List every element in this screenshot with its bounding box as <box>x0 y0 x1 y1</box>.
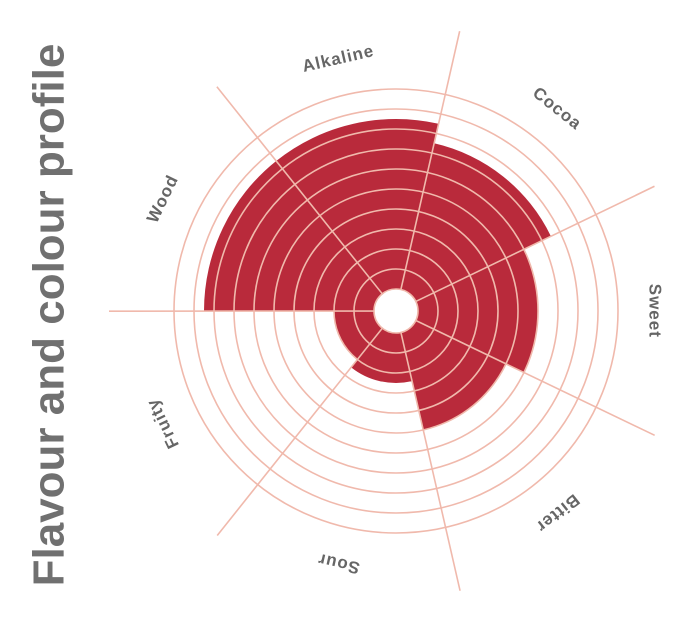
wedge <box>415 249 539 373</box>
wedge <box>351 328 413 383</box>
category-label: Fruity <box>143 395 183 451</box>
spoke <box>415 185 655 303</box>
wedge <box>400 143 551 302</box>
category-label: Sour <box>316 550 362 578</box>
wedge <box>276 118 439 294</box>
grid-ring <box>373 288 419 334</box>
chart-title: Flavour and colour profile <box>25 44 74 587</box>
wedge <box>204 160 383 312</box>
spoke <box>216 86 383 295</box>
spoke <box>400 332 461 591</box>
spoke <box>415 319 656 437</box>
wedge <box>400 320 506 430</box>
category-label: Wood <box>143 172 182 226</box>
category-label: Sweet <box>645 284 664 338</box>
spoke <box>216 327 383 537</box>
category-label: Cocoa <box>529 83 585 133</box>
category-label: Alkaline <box>300 41 376 76</box>
spoke <box>400 30 461 290</box>
category-label: Bitter <box>532 490 583 536</box>
